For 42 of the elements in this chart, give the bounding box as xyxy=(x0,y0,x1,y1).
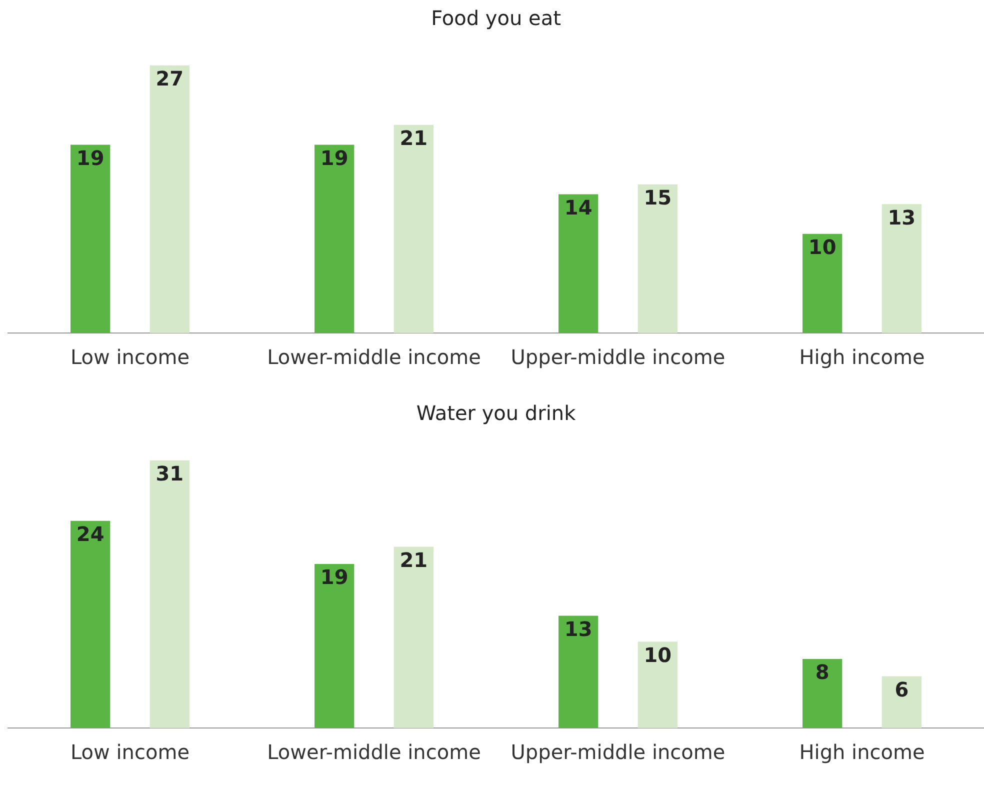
data-label: 8 xyxy=(815,660,830,684)
x-tick-label: Lower-middle income xyxy=(267,740,481,764)
data-label: 19 xyxy=(76,146,104,170)
data-label: 21 xyxy=(400,548,428,572)
bar xyxy=(638,184,678,333)
data-label: 10 xyxy=(808,235,836,260)
bar xyxy=(70,144,110,333)
chart-title: Food you eat xyxy=(431,6,562,30)
bar xyxy=(150,460,190,728)
data-label: 15 xyxy=(644,186,672,210)
data-label: 19 xyxy=(320,146,348,170)
bar xyxy=(70,520,110,728)
x-tick-label: High income xyxy=(799,740,925,764)
bar xyxy=(802,234,842,333)
data-label: 13 xyxy=(888,205,916,230)
data-label: 14 xyxy=(564,195,592,220)
data-label: 21 xyxy=(400,126,428,150)
bar xyxy=(394,124,434,333)
bar xyxy=(314,144,354,333)
bar xyxy=(150,65,190,333)
bar xyxy=(638,642,678,728)
x-tick-label: High income xyxy=(799,345,925,370)
bar xyxy=(314,564,354,728)
x-tick-label: Lower-middle income xyxy=(267,345,481,370)
bar xyxy=(882,676,922,728)
data-label: 6 xyxy=(894,677,909,702)
data-label: 27 xyxy=(156,66,184,91)
x-tick-label: Low income xyxy=(70,740,190,764)
x-tick-label: Upper-middle income xyxy=(510,345,726,370)
x-tick-label: Low income xyxy=(70,345,190,370)
data-label: 19 xyxy=(320,565,348,590)
data-label: 24 xyxy=(76,522,104,546)
bar xyxy=(394,546,434,728)
data-label: 10 xyxy=(644,642,672,667)
data-label: 31 xyxy=(156,462,184,486)
bar xyxy=(802,658,842,728)
data-label: 13 xyxy=(564,616,592,641)
x-tick-label: Upper-middle income xyxy=(510,740,726,764)
bar xyxy=(558,616,598,728)
bar xyxy=(558,194,598,333)
bar xyxy=(882,204,922,333)
chart-title: Water you drink xyxy=(416,401,576,426)
